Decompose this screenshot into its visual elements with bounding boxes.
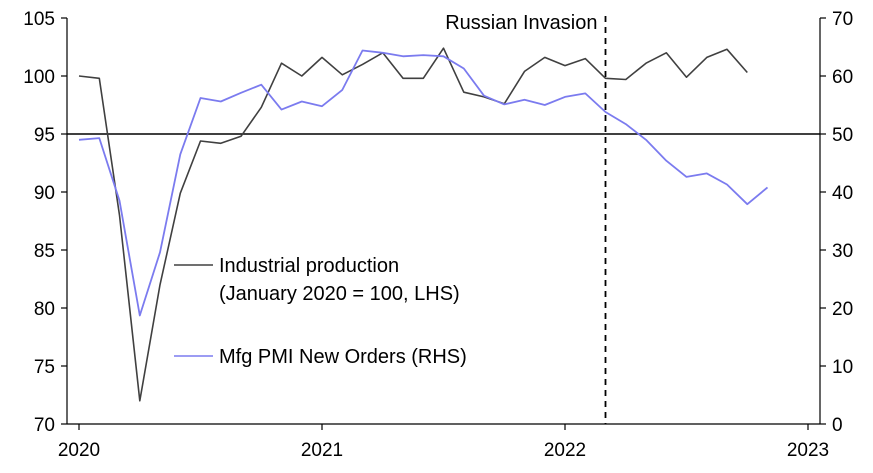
series	[78, 47, 769, 402]
right-y-tick-label: 60	[832, 67, 853, 88]
legend: Industrial production (January 2020 = 10…	[174, 255, 467, 368]
left-y-tick-label: 95	[34, 125, 55, 146]
left-y-tick-label: 100	[23, 67, 55, 88]
right-y-tick-label: 40	[832, 183, 853, 204]
left-y-tick-label: 105	[23, 9, 55, 30]
right-y-ticks: 0 10 20 30 40 50 60 70	[820, 9, 853, 436]
legend-label-industrial-production-line2: (January 2020 = 100, LHS)	[219, 283, 460, 305]
left-y-tick-label: 70	[34, 415, 55, 436]
x-tick-label: 2023	[787, 440, 829, 461]
left-y-tick-label: 90	[34, 183, 55, 204]
series-industrial-production	[78, 47, 748, 402]
right-y-tick-label: 0	[832, 415, 843, 436]
x-ticks: 2020 2021 2022 2023	[58, 424, 829, 461]
right-y-tick-label: 70	[832, 9, 853, 30]
x-tick-label: 2022	[544, 440, 586, 461]
left-y-tick-label: 80	[34, 299, 55, 320]
legend-label-mfg-pmi-new-orders: Mfg PMI New Orders (RHS)	[219, 346, 467, 368]
series-mfg-pmi-new-orders	[78, 49, 769, 317]
x-tick-label: 2021	[301, 440, 343, 461]
right-y-tick-label: 20	[832, 299, 853, 320]
left-y-ticks: 70 75 80 85 90 95 100 105	[23, 9, 67, 436]
right-y-tick-label: 10	[832, 357, 853, 378]
right-y-tick-label: 30	[832, 241, 853, 262]
reference-lines	[67, 16, 820, 424]
left-y-tick-label: 85	[34, 241, 55, 262]
left-y-tick-label: 75	[34, 357, 55, 378]
legend-label-industrial-production: Industrial production	[219, 255, 399, 277]
annotation-russian-invasion: Russian Invasion	[445, 12, 597, 34]
right-y-tick-label: 50	[832, 125, 853, 146]
x-tick-label: 2020	[58, 440, 100, 461]
